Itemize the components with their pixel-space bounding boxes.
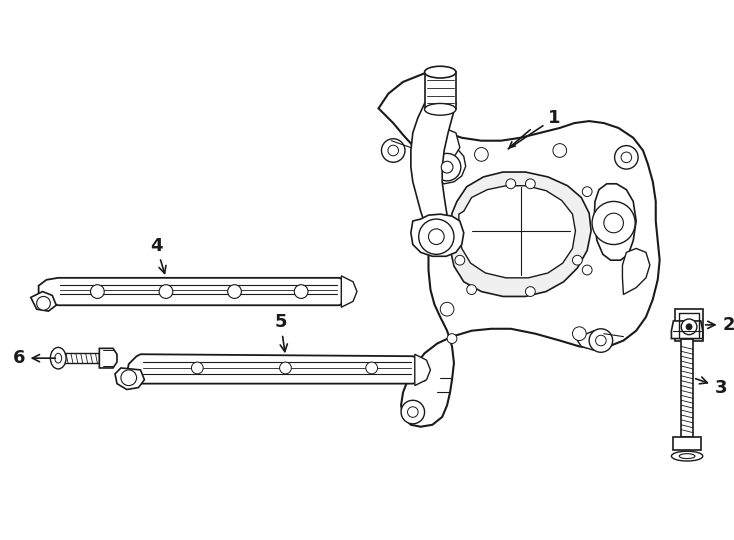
Circle shape: [121, 370, 137, 386]
Circle shape: [526, 287, 535, 296]
Circle shape: [433, 153, 461, 181]
Polygon shape: [415, 354, 430, 386]
Polygon shape: [672, 321, 702, 339]
Polygon shape: [424, 72, 456, 109]
Polygon shape: [681, 339, 693, 436]
Circle shape: [589, 329, 613, 352]
Circle shape: [595, 335, 606, 346]
Circle shape: [382, 139, 405, 162]
Text: 1: 1: [508, 109, 561, 149]
Circle shape: [614, 146, 638, 169]
Polygon shape: [673, 436, 701, 450]
Polygon shape: [99, 348, 117, 368]
Circle shape: [573, 327, 586, 341]
Polygon shape: [594, 184, 636, 260]
Polygon shape: [578, 330, 611, 350]
Circle shape: [388, 145, 399, 156]
Circle shape: [401, 400, 424, 424]
Circle shape: [418, 219, 454, 254]
Polygon shape: [675, 309, 702, 341]
Circle shape: [553, 144, 567, 157]
Polygon shape: [459, 186, 575, 278]
Text: 4: 4: [150, 237, 166, 273]
Circle shape: [192, 362, 203, 374]
Circle shape: [159, 285, 172, 299]
Circle shape: [440, 302, 454, 316]
Circle shape: [506, 179, 516, 188]
Circle shape: [294, 285, 308, 299]
Circle shape: [526, 179, 535, 188]
Circle shape: [604, 213, 623, 233]
Circle shape: [447, 334, 457, 343]
Circle shape: [686, 324, 692, 330]
Circle shape: [621, 152, 632, 163]
Ellipse shape: [672, 451, 702, 461]
Circle shape: [441, 161, 453, 173]
Polygon shape: [379, 72, 660, 427]
Text: 2: 2: [705, 316, 734, 334]
Circle shape: [467, 285, 476, 294]
Polygon shape: [31, 292, 57, 311]
Circle shape: [582, 265, 592, 275]
Circle shape: [228, 285, 241, 299]
Polygon shape: [115, 368, 145, 389]
Text: 5: 5: [275, 313, 288, 352]
Text: 3: 3: [696, 377, 727, 396]
Circle shape: [366, 362, 377, 374]
Polygon shape: [341, 276, 357, 307]
Ellipse shape: [679, 454, 695, 458]
Polygon shape: [429, 128, 459, 162]
Circle shape: [681, 319, 697, 335]
Ellipse shape: [55, 353, 62, 363]
Ellipse shape: [424, 66, 456, 78]
Circle shape: [582, 187, 592, 197]
Ellipse shape: [51, 347, 66, 369]
Polygon shape: [411, 104, 456, 223]
Circle shape: [429, 229, 444, 245]
Polygon shape: [450, 172, 591, 296]
Circle shape: [455, 255, 465, 265]
Circle shape: [592, 201, 635, 245]
Polygon shape: [411, 214, 464, 256]
Polygon shape: [39, 278, 353, 305]
Polygon shape: [62, 353, 99, 363]
Polygon shape: [127, 354, 429, 383]
Circle shape: [90, 285, 104, 299]
Circle shape: [37, 296, 51, 310]
Ellipse shape: [424, 104, 456, 115]
Circle shape: [407, 407, 418, 417]
Circle shape: [573, 255, 582, 265]
Polygon shape: [622, 248, 650, 294]
Circle shape: [280, 362, 291, 374]
Polygon shape: [430, 147, 465, 184]
Text: 6: 6: [12, 349, 56, 367]
Circle shape: [474, 147, 488, 161]
